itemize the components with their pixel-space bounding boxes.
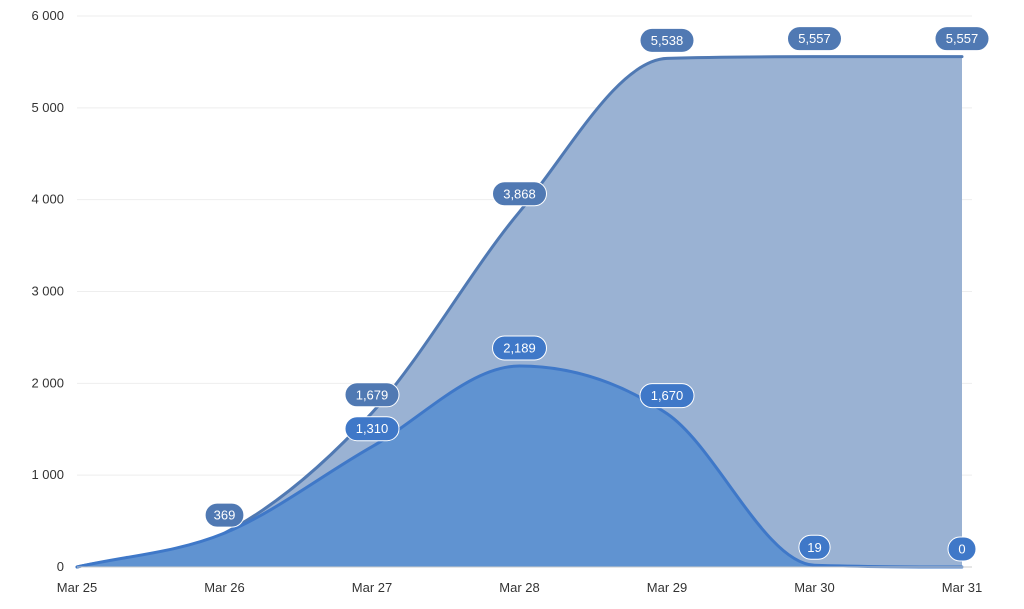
axes: 0 1 000 2 000 3 000 4 000 5 000 6 000 Mar 25 Mar…: [31, 8, 982, 595]
x-tick-label: Mar 26: [204, 580, 244, 595]
y-tick-label: 5 000: [31, 100, 64, 115]
data-label-bg: [934, 26, 990, 52]
y-tick-label: 6 000: [31, 8, 64, 23]
data-label: 5,557: [934, 26, 990, 52]
data-label: 19: [798, 534, 831, 560]
x-tick-label: Mar 28: [499, 580, 539, 595]
data-label-text: 5,557: [798, 31, 831, 46]
data-label-bg: [639, 383, 695, 409]
series-1-area: [77, 56, 962, 568]
series-2-line: [75, 364, 964, 569]
data-label: 1,670: [639, 383, 695, 409]
data-label-bg: [492, 335, 547, 361]
data-label-text: 0: [958, 542, 965, 557]
data-label-bg: [798, 534, 831, 560]
data-label-bg: [344, 416, 400, 442]
data-label: 2,189: [492, 335, 547, 361]
data-label-bg: [639, 27, 695, 53]
data-label: 3,868: [492, 181, 547, 207]
data-label-bg: [204, 502, 245, 528]
data-label-text: 3,868: [503, 186, 536, 201]
data-label-text: 5,557: [946, 31, 979, 46]
data-labels: 369 1,679 3,868 5,538 5,557 5,557 1,310 2,189 1,…: [204, 26, 990, 562]
data-label: 1,679: [344, 382, 400, 408]
x-tick-label: Mar 25: [57, 580, 97, 595]
y-tick-label: 4 000: [31, 192, 64, 207]
data-label: 5,557: [787, 26, 842, 52]
data-label-text: 369: [214, 508, 236, 523]
x-tick-label: Mar 31: [942, 580, 982, 595]
y-tick-label: 0: [57, 559, 64, 574]
series-2-area: [77, 365, 962, 567]
data-label-text: 1,670: [651, 388, 684, 403]
data-label: 369: [204, 502, 245, 528]
data-label-text: 5,538: [651, 33, 684, 48]
data-label: 0: [947, 536, 977, 562]
y-tick-label: 3 000: [31, 284, 64, 299]
data-label-bg: [947, 536, 977, 562]
data-label: 1,310: [344, 416, 400, 442]
data-label: 5,538: [639, 27, 695, 53]
x-tick-label: Mar 29: [647, 580, 687, 595]
series-areas: [75, 55, 964, 569]
y-tick-label: 2 000: [31, 375, 64, 390]
data-label-text: 19: [807, 540, 821, 555]
data-label-bg: [344, 382, 400, 408]
data-label-text: 1,679: [356, 387, 389, 402]
x-tick-label: Mar 30: [794, 580, 834, 595]
data-label-text: 1,310: [356, 421, 389, 436]
x-tick-label: Mar 27: [352, 580, 392, 595]
data-label-text: 2,189: [503, 340, 536, 355]
data-label-bg: [492, 181, 547, 207]
y-tick-label: 1 000: [31, 467, 64, 482]
data-label-bg: [787, 26, 842, 52]
